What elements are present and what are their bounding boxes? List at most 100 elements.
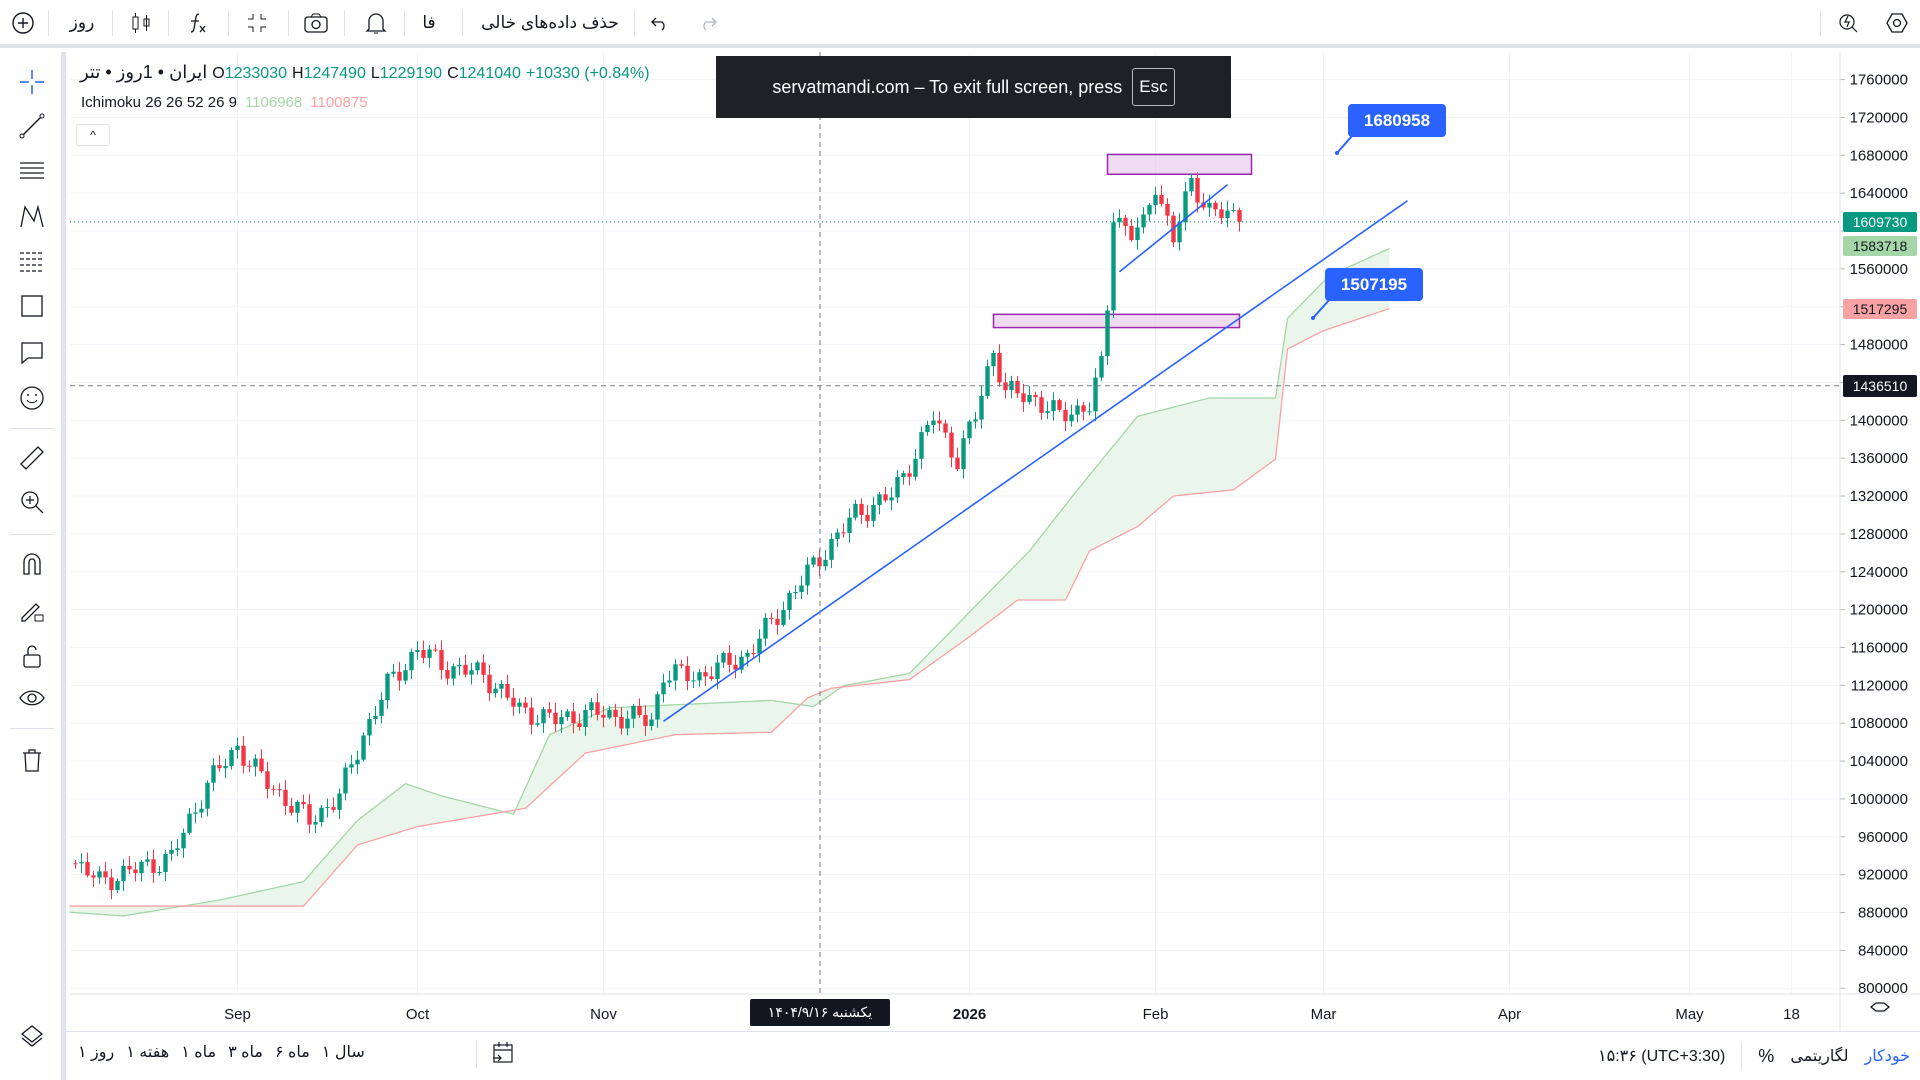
esc-key: Esc (1132, 68, 1175, 106)
candle-body (1069, 414, 1074, 422)
interval-button[interactable]: روز (69, 13, 95, 32)
zone-rectangle (1106, 153, 1253, 175)
candle (601, 705, 606, 728)
magnet-icon[interactable] (14, 546, 50, 582)
fx-icon[interactable] (180, 0, 214, 46)
candle (505, 674, 510, 701)
indicator-name: Ichimoku 26 26 52 26 9 (81, 94, 237, 111)
candle-body (835, 532, 840, 539)
candle-body (1225, 210, 1230, 218)
candle-body (259, 758, 264, 772)
period-3m[interactable]: ۳ ماه (228, 1044, 263, 1061)
language-button[interactable]: فا (422, 13, 436, 32)
exit-fullscreen-icon[interactable] (240, 0, 274, 46)
axis-settings-icon[interactable] (1869, 1002, 1891, 1012)
candle-body (373, 715, 378, 720)
pattern-icon[interactable] (14, 199, 50, 235)
layers-icon[interactable] (14, 1018, 50, 1054)
timezone-clock[interactable]: ۱۵:۳۶ (UTC+3:30) (1598, 1048, 1726, 1065)
candle (661, 673, 666, 703)
fib-icon[interactable] (14, 243, 50, 279)
candle (1051, 392, 1056, 421)
crosshair-icon[interactable] (14, 64, 50, 100)
period-1m[interactable]: ۱ ماه (181, 1044, 217, 1061)
candle-body (595, 702, 600, 715)
horizontal-lines-icon[interactable] (14, 153, 50, 189)
candle-body (817, 557, 822, 567)
period-6m[interactable]: ۶ ماه (274, 1044, 310, 1061)
candle-body (871, 504, 876, 521)
undo-icon[interactable] (646, 0, 674, 46)
candle-body (85, 862, 90, 876)
candle (757, 629, 762, 663)
percent-toggle[interactable]: % (1758, 1045, 1775, 1066)
symbol-title[interactable]: ایران • 1روز • تتر (80, 62, 208, 82)
candle-body (955, 457, 960, 470)
period-1y[interactable]: ۱ سال (321, 1044, 365, 1061)
trendline-icon[interactable] (14, 108, 50, 144)
candle (979, 386, 984, 429)
candle (745, 649, 750, 667)
candle (409, 648, 414, 679)
candle (901, 470, 906, 485)
candle (973, 411, 978, 429)
candle (1003, 372, 1008, 399)
camera-icon[interactable] (298, 0, 334, 46)
lightning-search-icon[interactable] (1832, 0, 1866, 46)
period-1w[interactable]: ۱ هفته (126, 1044, 170, 1061)
eye-icon[interactable] (14, 681, 50, 717)
indicator-legend[interactable]: Ichimoku 26 26 52 26 9 1106968 1100875 (81, 94, 368, 111)
auto-toggle[interactable]: خودکار (1864, 1048, 1911, 1065)
lock-drawing-icon[interactable] (14, 592, 50, 628)
bottom-right-controls: ۱۵:۳۶ (UTC+3:30) % لگاریتمی خودکار (1598, 1042, 1910, 1070)
unlock-icon[interactable] (14, 638, 50, 674)
y-tick-label: 1760000 (1850, 72, 1908, 89)
goto-date-icon[interactable] (490, 1040, 516, 1071)
emoji-icon[interactable] (14, 380, 50, 416)
candle-body (1039, 397, 1044, 413)
x-tick-label: May (1675, 1006, 1704, 1023)
plus-circle-icon[interactable] (6, 0, 40, 46)
candle-body (553, 712, 558, 725)
redo-icon[interactable] (694, 0, 722, 46)
zoom-in-icon[interactable] (14, 484, 50, 520)
candle-body (91, 875, 96, 878)
candle-body (697, 672, 702, 681)
candle (847, 508, 852, 543)
remove-empty-data-button[interactable]: حذف داده‌های خالی (481, 13, 619, 32)
candle-body (205, 782, 210, 809)
price-callout-bottom[interactable]: 1507195 (1325, 268, 1423, 301)
candle-body (187, 813, 192, 833)
candle-body (805, 564, 810, 586)
ruler-icon[interactable] (14, 440, 50, 476)
candle-body (379, 700, 384, 716)
candle (697, 668, 702, 687)
candle-body (799, 585, 804, 593)
candle (865, 505, 870, 528)
candle (157, 866, 162, 876)
text-note-icon[interactable] (14, 335, 50, 371)
price-callout-top[interactable]: 1680958 (1348, 104, 1446, 137)
period-1d[interactable]: ۱ روز (78, 1044, 115, 1061)
candle (325, 798, 330, 818)
candle-body (895, 476, 900, 498)
candle-body (415, 649, 420, 653)
rectangle-icon[interactable] (14, 288, 50, 324)
candle (547, 702, 552, 719)
candle-body (487, 674, 492, 694)
collapse-legend-button[interactable]: ^ (76, 124, 110, 146)
candle-body (1015, 380, 1020, 394)
candle (1117, 209, 1122, 228)
gear-icon[interactable] (1880, 0, 1914, 46)
y-tick-label: 1000000 (1850, 791, 1908, 808)
candle (1105, 305, 1110, 365)
log-toggle[interactable]: لگاریتمی (1790, 1048, 1849, 1065)
bell-icon[interactable] (358, 0, 394, 46)
candle (259, 749, 264, 774)
candle (991, 349, 996, 377)
candle-body (289, 805, 294, 813)
trash-icon[interactable] (14, 742, 50, 778)
candle (283, 779, 288, 816)
candles-icon[interactable] (124, 0, 158, 46)
